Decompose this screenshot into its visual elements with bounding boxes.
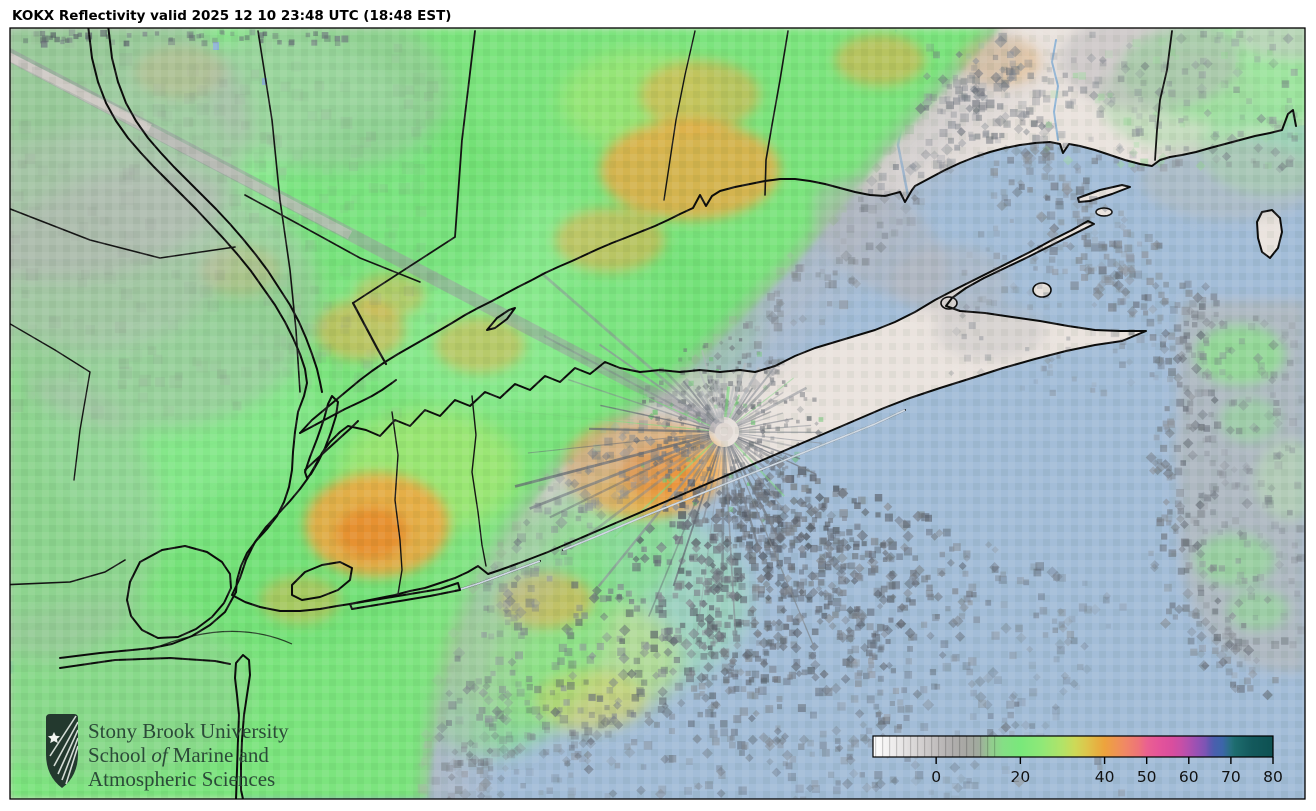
- sbu-logo-text: Stony Brook University School of Marine an…: [88, 719, 289, 791]
- colorbar-tick-label: 40: [1095, 768, 1115, 786]
- sbu-text-of: of: [151, 743, 171, 767]
- page-title: KOKX Reflectivity valid 2025 12 10 23:48…: [12, 8, 451, 24]
- colorbar-tick-label: 60: [1179, 768, 1199, 786]
- colorbar-hatch: [873, 736, 997, 757]
- colorbar-frame: [872, 735, 1274, 758]
- sbu-text-line3: Atmospheric Sciences: [88, 767, 275, 791]
- colorbar: 0 20 40 50 60 70 80: [872, 735, 1283, 788]
- buoy-marker-icon: [1013, 776, 1025, 788]
- sbu-text-marine: Marine and: [173, 743, 270, 767]
- sbu-text-line2: School of Marine and: [88, 743, 269, 767]
- pixel-texture-overlay: [10, 28, 1305, 799]
- sbu-logo: [46, 714, 78, 788]
- colorbar-ticks: 0 20 40 50 60 70 80: [931, 757, 1283, 786]
- sbu-text-school: School: [88, 743, 147, 767]
- colorbar-tick-label: 50: [1137, 768, 1157, 786]
- map-border: [9, 27, 1306, 800]
- colorbar-tick-label: 0: [931, 768, 941, 786]
- sbu-shield-rays: [49, 715, 78, 785]
- sbu-text-line1: Stony Brook University: [88, 719, 289, 743]
- colorbar-tick-label: 80: [1263, 768, 1283, 786]
- sbu-star-icon: [48, 732, 60, 744]
- colorbar-tick-label: 70: [1221, 768, 1241, 786]
